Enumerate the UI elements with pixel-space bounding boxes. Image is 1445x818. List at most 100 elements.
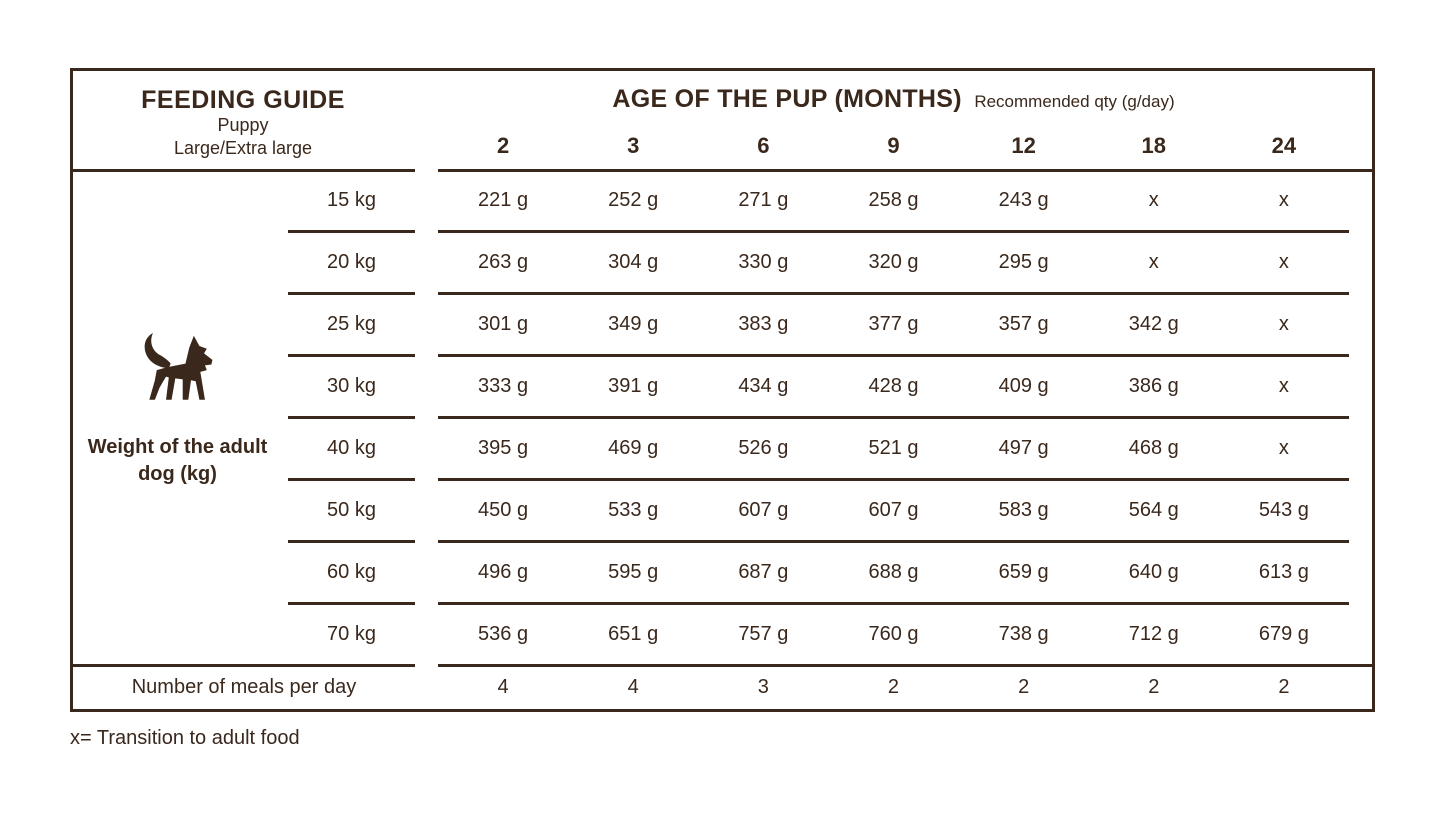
qty-cell: 409 g — [998, 375, 1049, 398]
qty-cell: 595 g — [608, 560, 659, 583]
footnote: x= Transition to adult food — [70, 727, 300, 749]
qty-cell: 301 g — [478, 313, 529, 336]
divider-line — [288, 539, 415, 543]
weight-cell: 60 kg — [327, 560, 376, 583]
qty-cell: x — [1148, 251, 1159, 274]
qty-cell: 271 g — [738, 189, 789, 212]
row-values: 450 g 533 g 607 g 607 g 583 g 564 g 543 g — [438, 479, 1349, 541]
qty-cell: 386 g — [1128, 375, 1179, 398]
meals-row-label: Number of meals per day — [131, 675, 357, 698]
divider-line — [288, 416, 415, 419]
recommended-qty-note: Recommended qty (g/day) — [974, 92, 1175, 111]
qty-cell: x — [1278, 375, 1289, 398]
qty-cell: 357 g — [998, 313, 1049, 336]
meals-row: Number of meals per day 4 4 3 2 2 2 2 — [73, 665, 1372, 709]
meals-cell: 4 — [627, 675, 639, 698]
divider-line — [438, 416, 1349, 419]
qty-cell: 252 g — [608, 189, 659, 212]
divider-line — [438, 539, 1349, 543]
qty-cell: 428 g — [868, 375, 919, 398]
qty-cell: 688 g — [868, 560, 919, 583]
weight-cell: 20 kg — [327, 251, 376, 274]
weight-cell: 15 kg — [327, 189, 376, 212]
row-values: 496 g 595 g 687 g 688 g 659 g 640 g 613 g — [438, 541, 1349, 603]
table-row: 30 kg 333 g 391 g 434 g 428 g 409 g 386 g x — [73, 356, 1372, 418]
meals-cell: 2 — [887, 675, 900, 698]
qty-cell: x — [1278, 251, 1289, 274]
row-values: 536 g 651 g 757 g 760 g 738 g 712 g 679 g — [438, 603, 1349, 665]
qty-cell: 497 g — [998, 436, 1049, 459]
qty-cell: 342 g — [1128, 313, 1179, 336]
divider-line — [73, 168, 415, 172]
weight-cell: 70 kg — [327, 622, 376, 645]
age-header: AGE OF THE PUP (MONTHS) Recommended qty … — [438, 85, 1349, 114]
divider-line — [288, 230, 415, 234]
qty-cell: 607 g — [868, 498, 919, 521]
divider-line — [288, 292, 415, 296]
qty-cell: 536 g — [478, 622, 529, 645]
month-header: 12 — [1011, 133, 1036, 158]
qty-cell: 258 g — [868, 189, 919, 212]
qty-cell: 469 g — [608, 436, 659, 459]
weight-cell: 30 kg — [327, 375, 376, 398]
qty-cell: 243 g — [998, 189, 1049, 212]
divider-line — [73, 663, 415, 667]
qty-cell: 304 g — [608, 251, 659, 274]
qty-cell: 221 g — [478, 189, 529, 212]
qty-cell: 333 g — [478, 375, 529, 398]
month-header: 9 — [887, 133, 900, 158]
table-row: 40 kg 395 g 469 g 526 g 521 g 497 g 468 g x — [73, 418, 1372, 480]
qty-cell: 533 g — [608, 498, 659, 521]
qty-cell: 434 g — [738, 375, 789, 398]
divider-line — [438, 354, 1349, 358]
weight-cell: 50 kg — [327, 498, 376, 521]
table-row: 70 kg 536 g 651 g 757 g 760 g 738 g 712 g 679 g — [73, 603, 1372, 665]
month-header: 18 — [1141, 133, 1167, 158]
table-row: 25 kg 301 g 349 g 383 g 377 g 357 g 342 g x — [73, 294, 1372, 356]
qty-cell: 320 g — [868, 251, 919, 274]
row-values: 301 g 349 g 383 g 377 g 357 g 342 g x — [438, 294, 1349, 356]
month-header: 3 — [627, 133, 640, 158]
qty-cell: 468 g — [1128, 436, 1179, 459]
row-values: 333 g 391 g 434 g 428 g 409 g 386 g x — [438, 356, 1349, 418]
meals-cell: 2 — [1278, 675, 1290, 698]
qty-cell: x — [1278, 189, 1289, 212]
qty-cell: 607 g — [738, 498, 789, 521]
divider-line — [288, 354, 415, 358]
qty-cell: 295 g — [998, 251, 1049, 274]
weight-panel: Weight of the adult dog (kg) — [73, 170, 415, 665]
qty-cell: 583 g — [998, 498, 1049, 521]
divider-line — [438, 663, 1372, 667]
meals-cell: 4 — [497, 675, 509, 698]
month-header: 24 — [1271, 133, 1297, 158]
qty-cell: 450 g — [478, 498, 529, 521]
table-row: 60 kg 496 g 595 g 687 g 688 g 659 g 640 g 613 g — [73, 541, 1372, 603]
qty-cell: 330 g — [738, 251, 789, 274]
divider-line — [288, 477, 415, 481]
age-title: AGE OF THE PUP (MONTHS) — [612, 85, 962, 113]
divider-line — [438, 477, 1349, 481]
qty-cell: 263 g — [478, 251, 529, 274]
row-values: 263 g 304 g 330 g 320 g 295 g x x — [438, 232, 1349, 294]
row-values: 395 g 469 g 526 g 521 g 497 g 468 g x — [438, 418, 1349, 480]
qty-cell: 349 g — [608, 313, 659, 336]
qty-cell: 564 g — [1128, 498, 1179, 521]
qty-cell: 651 g — [608, 622, 659, 645]
weight-cell: 40 kg — [327, 436, 376, 459]
qty-cell: 526 g — [738, 436, 789, 459]
divider-line — [438, 601, 1349, 605]
row-values: 221 g 252 g 271 g 258 g 243 g x x — [438, 170, 1349, 232]
qty-cell: 659 g — [998, 560, 1049, 583]
meals-cell: 3 — [757, 675, 769, 698]
month-header: 2 — [496, 133, 510, 158]
month-header: 6 — [757, 133, 770, 158]
qty-cell: 543 g — [1258, 498, 1309, 521]
meals-cell: 2 — [1018, 675, 1030, 698]
meals-values: 4 4 3 2 2 2 2 — [438, 665, 1349, 709]
qty-cell: 679 g — [1258, 622, 1309, 645]
qty-cell: 757 g — [738, 622, 789, 645]
meals-cell: 2 — [1148, 675, 1160, 698]
product-line: Puppy — [217, 115, 269, 135]
qty-cell: 521 g — [868, 436, 919, 459]
